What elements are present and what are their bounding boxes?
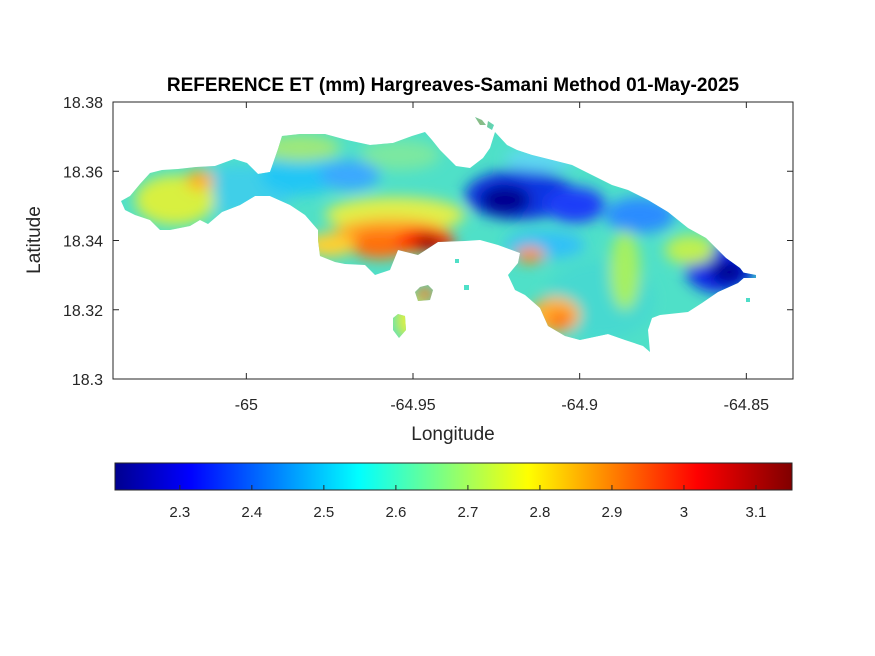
colorbar-tick-label: 3 (680, 504, 688, 521)
colorbar (114, 462, 793, 491)
y-tick-label: 18.3 (72, 372, 103, 389)
y-tick-label: 18.36 (63, 164, 103, 181)
x-axis-label: Longitude (411, 424, 494, 445)
x-tick-label: -65 (235, 397, 258, 414)
chart-title: REFERENCE ET (mm) Hargreaves-Samani Meth… (167, 75, 740, 96)
colorbar-tick-label: 2.8 (529, 504, 550, 521)
colorbar-tick-label: 2.6 (385, 504, 406, 521)
x-tick-label: -64.95 (390, 397, 435, 414)
y-tick-label: 18.38 (63, 95, 103, 112)
colorbar-tick-label: 2.7 (457, 504, 478, 521)
colorbar-tick-label: 2.3 (169, 504, 190, 521)
y-axis-ticks: 18.3 18.32 18.34 18.36 18.38 (63, 95, 793, 389)
colorbar-ticks: 2.3 2.4 2.5 2.6 2.7 2.8 2.9 3 3.1 (169, 485, 766, 521)
y-tick-label: 18.32 (63, 303, 103, 320)
colorbar-tick-label: 2.4 (241, 504, 262, 521)
y-tick-label: 18.34 (63, 234, 103, 251)
colorbar-tick-label: 2.9 (602, 504, 623, 521)
x-tick-label: -64.85 (724, 397, 769, 414)
colorbar-tick-label: 2.5 (313, 504, 334, 521)
colorbar-tick-label: 3.1 (746, 504, 767, 521)
y-axis-label: Latitude (24, 206, 45, 274)
x-axis-ticks: -65 -64.95 -64.9 -64.85 (235, 102, 769, 414)
x-tick-label: -64.9 (561, 397, 598, 414)
